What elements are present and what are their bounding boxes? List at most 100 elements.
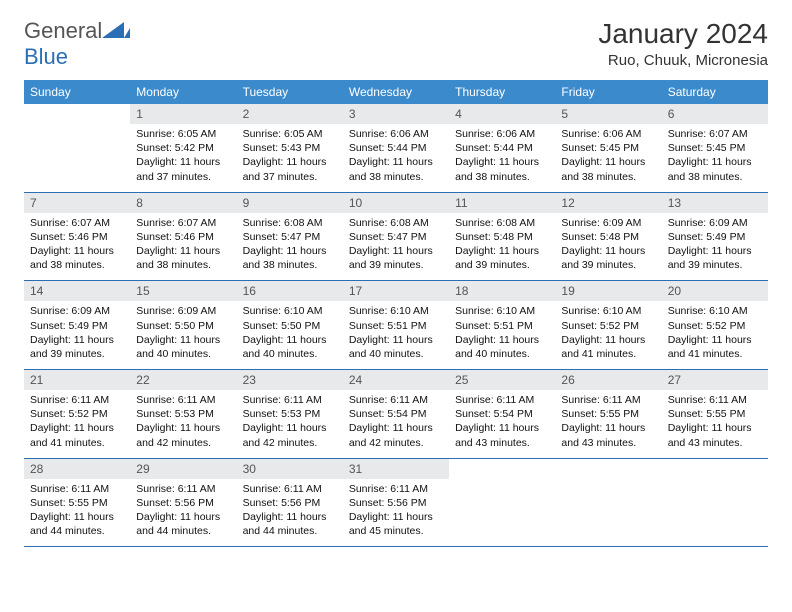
sunrise-line: Sunrise: 6:10 AM [349,305,429,317]
day-content: Sunrise: 6:11 AMSunset: 5:52 PMDaylight:… [24,390,130,458]
calendar-cell-empty [24,104,130,192]
sunrise-line: Sunrise: 6:11 AM [349,483,428,495]
day-content: Sunrise: 6:11 AMSunset: 5:56 PMDaylight:… [343,479,449,547]
sunrise-line: Sunrise: 6:07 AM [668,128,748,140]
sunset-line: Sunset: 5:43 PM [243,142,321,154]
day-number: 4 [449,104,555,124]
sunrise-line: Sunrise: 6:06 AM [561,128,641,140]
day-content: Sunrise: 6:05 AMSunset: 5:42 PMDaylight:… [130,124,236,192]
logo: General Blue [24,18,130,70]
sunset-line: Sunset: 5:56 PM [136,497,214,509]
sunrise-line: Sunrise: 6:10 AM [668,305,748,317]
sunset-line: Sunset: 5:52 PM [561,320,639,332]
calendar-cell: 8Sunrise: 6:07 AMSunset: 5:46 PMDaylight… [130,192,236,281]
sunrise-line: Sunrise: 6:11 AM [455,394,534,406]
sunrise-line: Sunrise: 6:11 AM [30,483,109,495]
sunrise-line: Sunrise: 6:09 AM [30,305,110,317]
calendar-row: 28Sunrise: 6:11 AMSunset: 5:55 PMDayligh… [24,458,768,547]
day-number: 23 [237,370,343,390]
calendar-cell: 6Sunrise: 6:07 AMSunset: 5:45 PMDaylight… [662,104,768,192]
calendar-cell: 5Sunrise: 6:06 AMSunset: 5:45 PMDaylight… [555,104,661,192]
daylight-line: Daylight: 11 hours and 42 minutes. [243,422,327,448]
sunrise-line: Sunrise: 6:10 AM [561,305,641,317]
daylight-line: Daylight: 11 hours and 38 minutes. [243,245,327,271]
sunrise-line: Sunrise: 6:10 AM [243,305,323,317]
daylight-line: Daylight: 11 hours and 40 minutes. [455,334,539,360]
sunrise-line: Sunrise: 6:09 AM [561,217,641,229]
logo-text: General Blue [24,18,130,70]
daylight-line: Daylight: 11 hours and 37 minutes. [136,156,220,182]
weekday-header: Monday [130,80,236,104]
daylight-line: Daylight: 11 hours and 41 minutes. [30,422,114,448]
sunrise-line: Sunrise: 6:11 AM [668,394,747,406]
calendar-cell: 18Sunrise: 6:10 AMSunset: 5:51 PMDayligh… [449,281,555,370]
day-number: 30 [237,459,343,479]
sunset-line: Sunset: 5:44 PM [349,142,427,154]
calendar-cell: 26Sunrise: 6:11 AMSunset: 5:55 PMDayligh… [555,370,661,459]
day-number: 1 [130,104,236,124]
sunrise-line: Sunrise: 6:11 AM [136,483,215,495]
sunset-line: Sunset: 5:48 PM [455,231,533,243]
day-number: 3 [343,104,449,124]
sunset-line: Sunset: 5:53 PM [243,408,321,420]
sunrise-line: Sunrise: 6:10 AM [455,305,535,317]
sunset-line: Sunset: 5:52 PM [30,408,108,420]
daylight-line: Daylight: 11 hours and 37 minutes. [243,156,327,182]
sunrise-line: Sunrise: 6:11 AM [243,394,322,406]
calendar-cell: 13Sunrise: 6:09 AMSunset: 5:49 PMDayligh… [662,192,768,281]
day-number: 15 [130,281,236,301]
calendar-cell: 2Sunrise: 6:05 AMSunset: 5:43 PMDaylight… [237,104,343,192]
day-content: Sunrise: 6:09 AM Sunset: 5:49 PM Daylight:… [662,213,768,281]
daylight-line: Daylight: 11 hours and 38 minutes. [455,156,539,182]
daylight-line: Daylight: 11 hours and 43 minutes. [455,422,539,448]
sunset-line: Sunset: 5:50 PM [136,320,214,332]
weekday-header: Wednesday [343,80,449,104]
day-number: 16 [237,281,343,301]
daylight-line: Daylight: 11 hours and 38 minutes. [136,245,220,271]
day-number [555,459,661,479]
day-content: Sunrise: 6:10 AMSunset: 5:50 PMDaylight:… [237,301,343,369]
day-number: 11 [449,193,555,213]
weekday-header: Sunday [24,80,130,104]
day-content [449,479,555,537]
sunrise-line: Sunrise: 6:09 AM [668,217,748,229]
daylight-line: Daylight: 11 hours and 38 minutes. [668,156,752,182]
calendar-cell: 1Sunrise: 6:05 AMSunset: 5:42 PMDaylight… [130,104,236,192]
sunset-line: Sunset: 5:54 PM [455,408,533,420]
daylight-line: Daylight: 11 hours and 38 minutes. [561,156,645,182]
day-content: Sunrise: 6:11 AMSunset: 5:56 PMDaylight:… [237,479,343,547]
day-content: Sunrise: 6:11 AMSunset: 5:55 PMDaylight:… [662,390,768,458]
calendar-cell: 15Sunrise: 6:09 AMSunset: 5:50 PMDayligh… [130,281,236,370]
day-content: Sunrise: 6:05 AMSunset: 5:43 PMDaylight:… [237,124,343,192]
day-number: 5 [555,104,661,124]
sunset-line: Sunset: 5:49 PM [668,231,746,243]
day-content [24,124,130,182]
day-content [555,479,661,537]
day-number: 7 [24,193,130,213]
day-number: 17 [343,281,449,301]
sunrise-line: Sunrise: 6:05 AM [136,128,216,140]
day-number: 25 [449,370,555,390]
sunset-line: Sunset: 5:46 PM [30,231,108,243]
daylight-line: Daylight: 11 hours and 43 minutes. [668,422,752,448]
weekday-header: Tuesday [237,80,343,104]
day-content: Sunrise: 6:11 AMSunset: 5:55 PMDaylight:… [24,479,130,547]
day-number [24,104,130,124]
day-number: 9 [237,193,343,213]
sunset-line: Sunset: 5:56 PM [349,497,427,509]
sunset-line: Sunset: 5:47 PM [243,231,321,243]
daylight-line: Daylight: 11 hours and 40 minutes. [243,334,327,360]
day-content: Sunrise: 6:10 AMSunset: 5:51 PMDaylight:… [449,301,555,369]
day-content: Sunrise: 6:06 AMSunset: 5:44 PMDaylight:… [343,124,449,192]
day-number: 22 [130,370,236,390]
sunrise-line: Sunrise: 6:09 AM [136,305,216,317]
calendar-head: SundayMondayTuesdayWednesdayThursdayFrid… [24,80,768,104]
sunset-line: Sunset: 5:48 PM [561,231,639,243]
daylight-line: Daylight: 11 hours and 38 minutes. [30,245,114,271]
daylight-line: Daylight: 11 hours and 41 minutes. [561,334,645,360]
daylight-line: Daylight: 11 hours and 39 minutes. [668,245,752,271]
day-number: 20 [662,281,768,301]
calendar-row: 14Sunrise: 6:09 AMSunset: 5:49 PMDayligh… [24,281,768,370]
sunrise-line: Sunrise: 6:08 AM [243,217,323,229]
calendar-row: 21Sunrise: 6:11 AMSunset: 5:52 PMDayligh… [24,370,768,459]
